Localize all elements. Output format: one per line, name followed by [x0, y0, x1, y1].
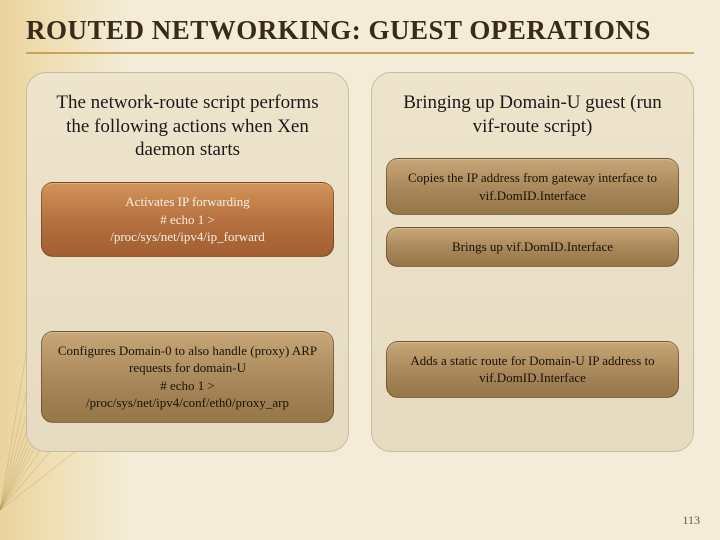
left-column: The network-route script performs the fo… — [26, 72, 349, 452]
right-column-header: Bringing up Domain-U guest (run vif-rout… — [386, 85, 679, 147]
page-number: 113 — [682, 513, 700, 528]
slide: ROUTED NETWORKING: GUEST OPERATIONS The … — [0, 0, 720, 540]
columns-container: The network-route script performs the fo… — [26, 72, 694, 452]
left-card-1: Activates IP forwarding # echo 1 > /proc… — [41, 182, 334, 257]
card-line: Brings up vif.DomID.Interface — [397, 238, 668, 256]
right-card-2: Brings up vif.DomID.Interface — [386, 227, 679, 267]
right-card-3: Adds a static route for Domain-U IP addr… — [386, 341, 679, 398]
left-column-header: The network-route script performs the fo… — [41, 85, 334, 170]
card-line: Configures Domain-0 to also handle (prox… — [52, 342, 323, 377]
slide-title: ROUTED NETWORKING: GUEST OPERATIONS — [26, 14, 694, 54]
card-line: /proc/sys/net/ipv4/conf/eth0/proxy_arp — [52, 394, 323, 412]
spacer — [386, 279, 679, 329]
right-column: Bringing up Domain-U guest (run vif-rout… — [371, 72, 694, 452]
card-line: Activates IP forwarding — [52, 193, 323, 211]
spacer — [41, 269, 334, 319]
card-line: # echo 1 > — [52, 377, 323, 395]
card-line: /proc/sys/net/ipv4/ip_forward — [52, 228, 323, 246]
card-line: # echo 1 > — [52, 211, 323, 229]
left-card-2: Configures Domain-0 to also handle (prox… — [41, 331, 334, 423]
card-line: Copies the IP address from gateway inter… — [397, 169, 668, 204]
card-line: Adds a static route for Domain-U IP addr… — [397, 352, 668, 387]
right-card-1: Copies the IP address from gateway inter… — [386, 158, 679, 215]
